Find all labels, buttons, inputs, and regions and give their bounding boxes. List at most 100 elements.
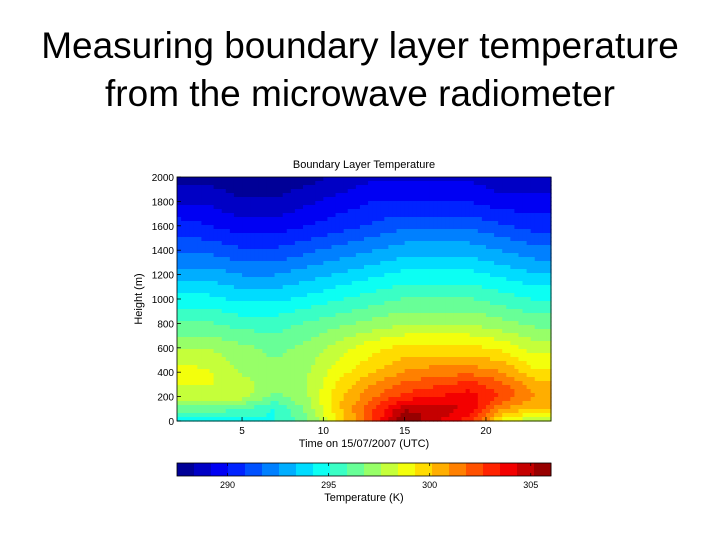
heatmap-cell (307, 353, 312, 358)
heatmap-cell (526, 341, 532, 346)
heatmap-cell (445, 285, 450, 290)
heatmap-cell (274, 361, 280, 366)
heatmap-cell (445, 189, 450, 194)
heatmap-cell (498, 377, 503, 382)
heatmap-cell (449, 293, 455, 298)
heatmap-cell (189, 301, 194, 306)
heatmap-cell (441, 213, 446, 218)
heatmap-cell (392, 221, 398, 226)
heatmap-cell (546, 205, 552, 210)
heatmap-cell (534, 353, 540, 358)
heatmap-cell (205, 221, 211, 226)
heatmap-cell (229, 213, 235, 218)
heatmap-cell (258, 337, 263, 342)
heatmap-cell (327, 245, 333, 250)
heatmap-cell (189, 365, 194, 370)
heatmap-cell (189, 189, 194, 194)
heatmap-cell (201, 333, 207, 338)
heatmap-cell (258, 325, 263, 330)
heatmap-cell (485, 181, 491, 186)
heatmap-cell (181, 177, 186, 182)
heatmap-cell (461, 285, 467, 290)
heatmap-cell (506, 349, 511, 354)
heatmap-cell (213, 361, 219, 366)
heatmap-cell (294, 389, 300, 394)
heatmap-cell (506, 221, 511, 226)
heatmap-cell (412, 197, 418, 202)
heatmap-cell (331, 225, 337, 230)
heatmap-cell (343, 309, 349, 314)
heatmap-cell (181, 377, 186, 382)
heatmap-cell (335, 329, 341, 334)
heatmap-cell (437, 265, 442, 270)
heatmap-cell (380, 213, 385, 218)
heatmap-cell (201, 205, 207, 210)
heatmap-cell (477, 281, 483, 286)
heatmap-cell (400, 369, 406, 374)
heatmap-cell (404, 253, 410, 258)
heatmap-cell (494, 369, 499, 374)
heatmap-cell (368, 289, 373, 294)
heatmap-cell (242, 201, 247, 206)
heatmap-cell (368, 201, 373, 206)
heatmap-cell (282, 245, 288, 250)
heatmap-cell (453, 241, 459, 246)
heatmap-cell (506, 197, 511, 202)
heatmap-cell (189, 293, 194, 298)
heatmap-cell (542, 233, 548, 238)
heatmap-cell (546, 349, 552, 354)
heatmap-cell (294, 345, 300, 350)
heatmap-cell (177, 237, 182, 242)
heatmap-cell (294, 185, 300, 190)
heatmap-cell (217, 265, 223, 270)
heatmap-cell (197, 273, 202, 278)
heatmap-cell (213, 381, 219, 386)
heatmap-cell (518, 365, 524, 370)
heatmap-cell (311, 293, 316, 298)
heatmap-cell (465, 177, 471, 182)
heatmap-cell (217, 241, 223, 246)
heatmap-cell (286, 257, 292, 262)
heatmap-cell (408, 253, 414, 258)
heatmap-cell (343, 241, 349, 246)
heatmap-cell (355, 177, 361, 182)
heatmap-cell (412, 317, 418, 322)
heatmap-cell (278, 329, 284, 334)
heatmap-cell (392, 197, 398, 202)
heatmap-cell (185, 393, 190, 398)
heatmap-cell (237, 333, 243, 338)
heatmap-cell (335, 177, 341, 182)
heatmap-cell (510, 177, 516, 182)
heatmap-cell (542, 253, 548, 258)
heatmap-cell (380, 329, 385, 334)
heatmap-cell (461, 337, 467, 342)
heatmap-cell (364, 349, 369, 354)
heatmap-cell (485, 309, 491, 314)
heatmap-cell (181, 277, 186, 282)
heatmap-cell (209, 333, 215, 338)
heatmap-cell (229, 317, 235, 322)
heatmap-cell (498, 369, 503, 374)
heatmap-cell (343, 281, 349, 286)
heatmap-cell (290, 309, 296, 314)
heatmap-cell (319, 361, 324, 366)
heatmap-cell (424, 265, 430, 270)
heatmap-cell (392, 181, 398, 186)
heatmap-cell (193, 389, 198, 394)
heatmap-cell (201, 337, 207, 342)
heatmap-cell (278, 241, 284, 246)
heatmap-cell (298, 381, 304, 386)
heatmap-cell (372, 177, 377, 182)
heatmap-cell (274, 297, 280, 302)
heatmap-cell (481, 249, 487, 254)
heatmap-cell (217, 277, 223, 282)
heatmap-cell (534, 313, 540, 318)
heatmap-cell (193, 185, 198, 190)
heatmap-cell (518, 217, 524, 222)
heatmap-cell (457, 193, 463, 198)
heatmap-cell (197, 233, 202, 238)
heatmap-cell (347, 381, 353, 386)
heatmap-cell (494, 361, 499, 366)
heatmap-cell (294, 317, 300, 322)
heatmap-cell (534, 309, 540, 314)
